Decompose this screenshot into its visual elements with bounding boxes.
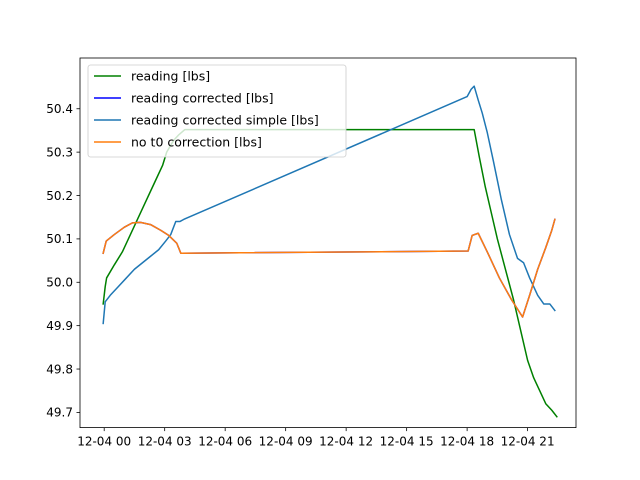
series-line-3 — [102, 85, 556, 325]
y-tick-label: 50.3 — [46, 145, 73, 159]
series-line-1 — [102, 128, 558, 418]
x-axis: 12-04 00 12-04 03 12-04 06 12-04 09 12-04 12… — [77, 427, 555, 449]
legend-label: reading corrected [lbs] — [131, 91, 274, 106]
legend-box — [87, 64, 347, 158]
x-tick-label: 12-04 21 — [501, 435, 555, 449]
x-tick-label: 12-04 12 — [319, 435, 373, 449]
y-tick-label: 50.4 — [46, 102, 73, 116]
y-tick-label: 49.9 — [46, 319, 73, 333]
x-tick-label: 12-04 06 — [198, 435, 252, 449]
y-tick-label: 50.0 — [46, 276, 73, 290]
x-tick-label: 12-04 03 — [138, 435, 192, 449]
legend-label: reading [lbs] — [131, 69, 210, 84]
legend-label: no t0 correction [lbs] — [131, 135, 262, 150]
series-line-4 — [102, 218, 556, 318]
y-axis: 49.7 49.8 49.9 50.0 50.1 50.2 50.3 50.4 — [46, 102, 80, 420]
x-tick-label: 12-04 09 — [259, 435, 313, 449]
axes-frame — [79, 57, 577, 429]
x-tick-label: 12-04 18 — [440, 435, 494, 449]
y-tick-label: 49.7 — [46, 406, 73, 420]
legend: reading [lbs] reading corrected [lbs] read… — [87, 64, 347, 158]
y-tick-label: 50.1 — [46, 232, 73, 246]
x-tick-label: 12-04 15 — [380, 435, 434, 449]
y-tick-label: 50.2 — [46, 189, 73, 203]
x-tick-label: 12-04 00 — [77, 435, 131, 449]
y-tick-label: 49.8 — [46, 362, 73, 376]
legend-label: reading corrected simple [lbs] — [131, 113, 319, 128]
